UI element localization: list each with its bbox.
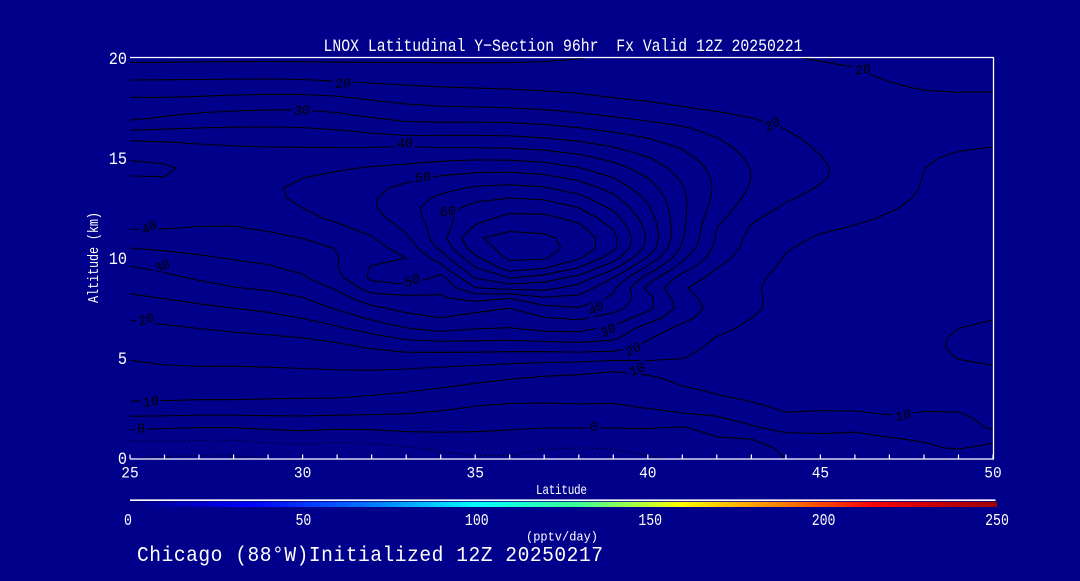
svg-text:Chicago (88°W)Initialized 12Z: Chicago (88°W)Initialized 12Z 20250217: [137, 544, 603, 568]
svg-text:250: 250: [985, 513, 1009, 531]
svg-text:35: 35: [466, 464, 483, 483]
svg-text:50: 50: [295, 513, 311, 531]
svg-text:30: 30: [599, 321, 618, 342]
svg-text:0: 0: [589, 420, 598, 436]
svg-text:LNOX Latitudinal Y−Section 96h: LNOX Latitudinal Y−Section 96hr Fx Valid…: [324, 36, 803, 57]
svg-text:10: 10: [895, 408, 912, 426]
svg-text:0: 0: [118, 449, 127, 469]
svg-text:40: 40: [639, 464, 656, 483]
svg-text:20: 20: [334, 77, 351, 93]
svg-text:30: 30: [293, 104, 310, 120]
svg-text:(pptv/day): (pptv/day): [526, 530, 598, 545]
svg-text:15: 15: [109, 149, 127, 169]
svg-text:20: 20: [855, 62, 871, 79]
svg-text:Latitude: Latitude: [536, 483, 587, 498]
svg-text:40: 40: [587, 299, 606, 321]
svg-text:20: 20: [624, 340, 643, 361]
svg-text:25: 25: [121, 464, 138, 483]
svg-text:60: 60: [439, 205, 456, 221]
svg-text:50: 50: [415, 170, 431, 187]
svg-text:50: 50: [984, 464, 1001, 483]
svg-text:5: 5: [118, 349, 127, 369]
svg-text:10: 10: [109, 249, 127, 269]
svg-text:150: 150: [638, 513, 662, 531]
svg-text:50: 50: [403, 272, 421, 292]
svg-text:20: 20: [763, 115, 783, 137]
svg-text:0: 0: [137, 422, 145, 438]
svg-text:200: 200: [812, 513, 836, 531]
svg-text:10: 10: [143, 394, 159, 412]
svg-text:30: 30: [153, 257, 172, 278]
svg-text:40: 40: [396, 137, 413, 153]
svg-text:100: 100: [465, 513, 489, 531]
svg-text:Altitude (km): Altitude (km): [87, 212, 104, 303]
svg-text:20: 20: [138, 311, 156, 330]
svg-text:30: 30: [294, 464, 311, 483]
svg-text:40: 40: [140, 218, 160, 240]
svg-text:20: 20: [109, 49, 127, 69]
svg-text:10: 10: [628, 361, 647, 382]
svg-text:0: 0: [124, 513, 132, 531]
svg-text:45: 45: [812, 464, 829, 483]
